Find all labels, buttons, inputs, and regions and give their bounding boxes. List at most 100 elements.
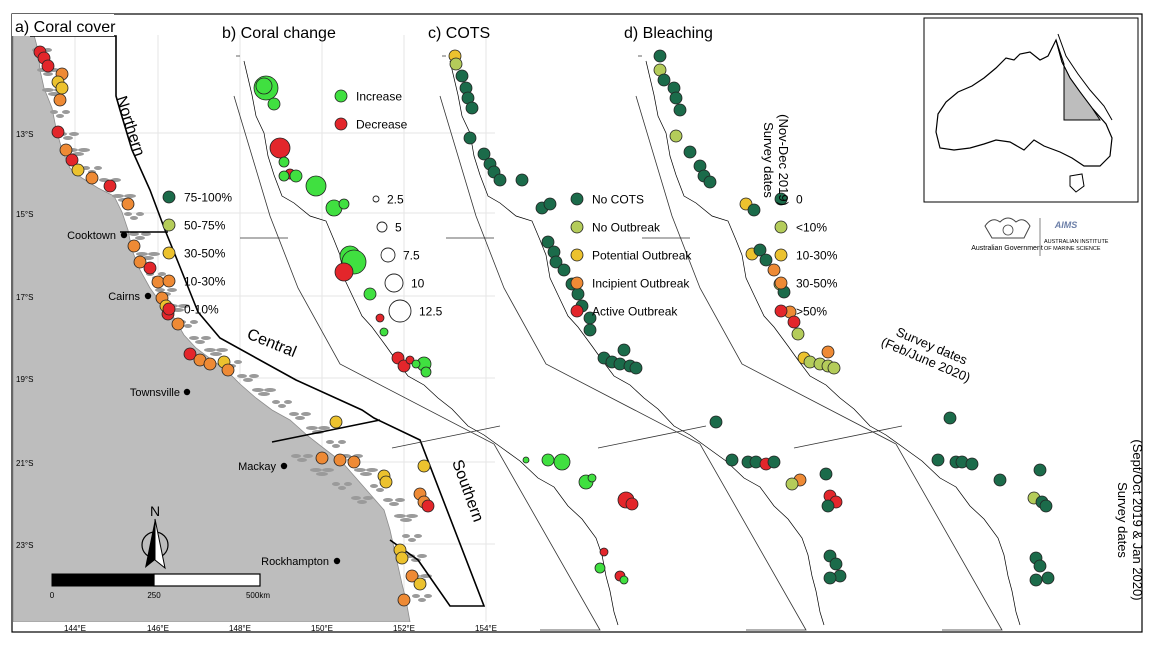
survey-dot bbox=[669, 91, 683, 105]
reef-patch bbox=[389, 502, 399, 506]
survey-dot bbox=[203, 357, 217, 371]
survey-dot bbox=[363, 287, 377, 301]
survey-dot bbox=[151, 275, 165, 289]
lat-label: 13°S bbox=[16, 130, 33, 139]
legend-swatch bbox=[570, 304, 584, 318]
survey-dot bbox=[541, 453, 555, 467]
city-cairns: Cairns bbox=[108, 291, 152, 303]
reef-patch bbox=[69, 132, 79, 136]
survey-dot bbox=[819, 467, 833, 481]
reef-patch bbox=[284, 400, 292, 404]
reef-patch bbox=[264, 388, 276, 392]
legend-label: Decrease bbox=[356, 118, 408, 132]
reef-patch bbox=[402, 534, 410, 538]
survey-dot bbox=[334, 262, 354, 282]
legend-label: >50% bbox=[796, 305, 827, 319]
survey-dot bbox=[625, 497, 639, 511]
reef-patch bbox=[322, 468, 334, 472]
legend-label: Potential Outbreak bbox=[592, 249, 692, 263]
reef-patch bbox=[56, 114, 64, 118]
survey-dot bbox=[1033, 559, 1047, 573]
survey-dot bbox=[379, 475, 393, 489]
legend-label: Active Outbreak bbox=[592, 305, 678, 319]
survey-dot bbox=[449, 57, 463, 71]
survey-dot bbox=[278, 156, 290, 168]
panel-divider bbox=[793, 425, 903, 449]
survey-dot bbox=[767, 455, 781, 469]
reef-patch bbox=[291, 454, 301, 458]
reef-patch bbox=[94, 166, 102, 170]
reef-patch bbox=[278, 404, 286, 408]
survey-dot bbox=[931, 453, 945, 467]
survey-dot bbox=[703, 175, 717, 189]
legend-label: 30-50% bbox=[184, 247, 226, 261]
survey-dot bbox=[725, 453, 739, 467]
survey-dot bbox=[943, 411, 957, 425]
size-legend-label: 7.5 bbox=[403, 249, 420, 263]
survey-dot bbox=[347, 455, 361, 469]
legend-swatch bbox=[570, 276, 584, 290]
legend-swatch bbox=[162, 190, 176, 204]
survey-dot bbox=[571, 287, 585, 301]
survey-dot bbox=[522, 456, 530, 464]
legend-label: No COTS bbox=[592, 193, 644, 207]
reef-patch bbox=[303, 454, 313, 458]
legend-label: 75-100% bbox=[184, 191, 232, 205]
size-legend-label: 12.5 bbox=[419, 305, 443, 319]
legend-label: 10-30% bbox=[796, 249, 838, 263]
legend-label: No Outbreak bbox=[592, 221, 661, 235]
legend-label: 30-50% bbox=[796, 277, 838, 291]
survey-dot bbox=[305, 175, 327, 197]
city-mackay: Mackay bbox=[238, 461, 288, 473]
reef-patch bbox=[332, 444, 340, 448]
legend-swatch bbox=[774, 248, 788, 262]
legend-coral-cover: 75-100% 50-75% 30-50% 10-30% 0-10% bbox=[162, 190, 232, 317]
survey-dot bbox=[823, 571, 837, 585]
legend-cots: No COTS No Outbreak Potential Outbreak Inci… bbox=[570, 193, 692, 319]
reef-patch bbox=[130, 216, 138, 220]
survey-dot bbox=[653, 49, 667, 63]
survey-dot bbox=[405, 569, 419, 583]
svg-text:Mackay: Mackay bbox=[238, 461, 276, 473]
gbr-outline bbox=[1057, 33, 1113, 121]
survey-dot bbox=[59, 143, 73, 157]
survey-dot bbox=[329, 415, 343, 429]
survey-dot bbox=[553, 453, 571, 471]
survey-dates-central: Survey dates (Feb/June 2020) bbox=[879, 324, 973, 385]
survey-dot bbox=[133, 255, 147, 269]
lon-label: 148°E bbox=[229, 624, 251, 633]
reef-patch bbox=[318, 426, 330, 430]
reef-patch bbox=[360, 472, 372, 476]
reef-patch bbox=[351, 496, 361, 500]
aims-logo: AIMS AUSTRALIAN INSTITUTE OF MARINE SCIE… bbox=[1044, 220, 1109, 252]
survey-dot bbox=[413, 577, 427, 591]
longitude-labels: 144°E 146°E 148°E 150°E 152°E 154°E bbox=[64, 624, 497, 633]
lat-label: 17°S bbox=[16, 293, 33, 302]
svg-text:Australian Government: Australian Government bbox=[971, 245, 1043, 252]
queensland-highlight bbox=[1055, 39, 1101, 121]
region-southern-label: Southern bbox=[448, 458, 486, 525]
survey-dot bbox=[405, 355, 415, 365]
survey-dot bbox=[787, 315, 801, 329]
reef-patch bbox=[357, 500, 367, 504]
latitude-labels: 13°S 15°S 17°S 19°S 21°S 23°S bbox=[16, 130, 33, 550]
lon-label: 144°E bbox=[64, 624, 86, 633]
survey-dot bbox=[463, 131, 477, 145]
svg-text:(Nov-Dec 2019): (Nov-Dec 2019) bbox=[776, 114, 791, 206]
survey-dot bbox=[269, 137, 291, 159]
reef-patch bbox=[136, 252, 148, 256]
svg-text:AIMS: AIMS bbox=[1054, 220, 1078, 230]
survey-dot bbox=[515, 173, 529, 187]
survey-dot bbox=[71, 163, 85, 177]
reef-patch bbox=[258, 392, 270, 396]
lat-label: 15°S bbox=[16, 210, 33, 219]
svg-text:Cooktown: Cooktown bbox=[67, 230, 116, 242]
survey-dot bbox=[829, 557, 843, 571]
city-cooktown: Cooktown bbox=[67, 230, 128, 242]
legend-swatch bbox=[774, 276, 788, 290]
reef-patch bbox=[424, 594, 432, 598]
reef-patch bbox=[148, 252, 160, 256]
city-rockhampton: Rockhampton bbox=[261, 556, 341, 568]
lon-label: 146°E bbox=[147, 624, 169, 633]
